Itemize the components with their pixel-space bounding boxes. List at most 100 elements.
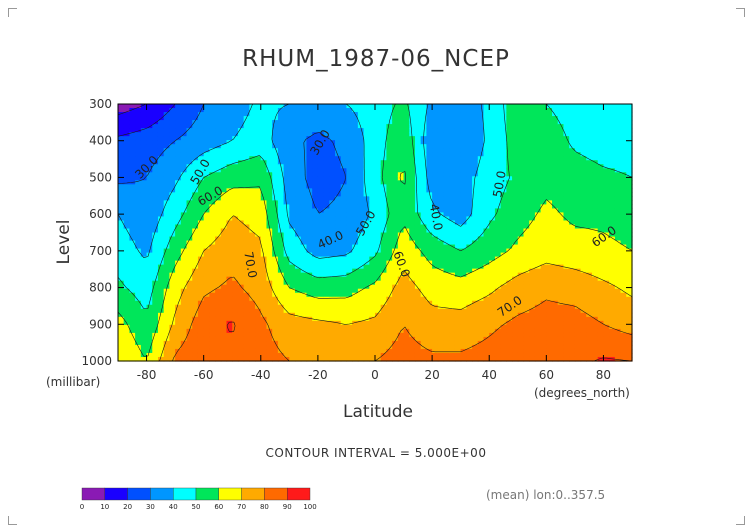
heatmap-cell bbox=[552, 220, 558, 225]
heatmap-cell bbox=[169, 160, 175, 165]
heatmap-cell bbox=[289, 273, 295, 278]
heatmap-cell bbox=[461, 164, 467, 169]
heatmap-cell bbox=[295, 216, 301, 221]
heatmap-cell bbox=[232, 233, 238, 238]
heatmap-cell bbox=[209, 301, 215, 306]
heatmap-cell bbox=[215, 261, 221, 266]
heatmap-cell bbox=[546, 152, 552, 157]
heatmap-cell bbox=[261, 325, 267, 330]
heatmap-cell bbox=[381, 132, 387, 137]
heatmap-cell bbox=[546, 120, 552, 125]
heatmap-cell bbox=[164, 216, 170, 221]
heatmap-cell bbox=[215, 337, 221, 342]
heatmap-cell bbox=[169, 317, 175, 322]
heatmap-cell bbox=[301, 188, 307, 193]
heatmap-cell bbox=[438, 148, 444, 153]
heatmap-cell bbox=[375, 321, 381, 326]
heatmap-cell bbox=[444, 333, 450, 338]
heatmap-cell bbox=[346, 241, 352, 246]
heatmap-cell bbox=[295, 196, 301, 201]
heatmap-cell bbox=[523, 196, 529, 201]
heatmap-cell bbox=[147, 112, 153, 117]
heatmap-cell bbox=[306, 321, 312, 326]
heatmap-cell bbox=[147, 200, 153, 205]
heatmap-cell bbox=[495, 245, 501, 250]
heatmap-cell bbox=[432, 301, 438, 306]
heatmap-cell bbox=[358, 257, 364, 262]
heatmap-cell bbox=[512, 289, 518, 294]
heatmap-cell bbox=[324, 345, 330, 350]
heatmap-cell bbox=[352, 309, 358, 314]
heatmap-cell bbox=[535, 224, 541, 229]
heatmap-cell bbox=[381, 233, 387, 238]
heatmap-cell bbox=[244, 212, 250, 217]
heatmap-cell bbox=[289, 245, 295, 250]
heatmap-cell bbox=[449, 261, 455, 266]
heatmap-cell bbox=[392, 172, 398, 177]
heatmap-cell bbox=[529, 200, 535, 205]
heatmap-cell bbox=[335, 120, 341, 125]
heatmap-cell bbox=[278, 349, 284, 354]
heatmap-cell bbox=[255, 325, 261, 330]
heatmap-cell bbox=[204, 313, 210, 318]
heatmap-cell bbox=[409, 172, 415, 177]
heatmap-cell bbox=[175, 120, 181, 125]
heatmap-cell bbox=[301, 128, 307, 133]
heatmap-cell bbox=[449, 164, 455, 169]
heatmap-cell bbox=[541, 309, 547, 314]
heatmap-cell bbox=[295, 144, 301, 149]
heatmap-cell bbox=[404, 144, 410, 149]
heatmap-cell bbox=[352, 333, 358, 338]
heatmap-cell bbox=[501, 200, 507, 205]
heatmap-cell bbox=[455, 329, 461, 334]
heatmap-cell bbox=[209, 233, 215, 238]
heatmap-cell bbox=[158, 196, 164, 201]
heatmap-cell bbox=[512, 353, 518, 358]
heatmap-cell bbox=[147, 281, 153, 286]
heatmap-cell bbox=[129, 281, 135, 286]
heatmap-cell bbox=[352, 325, 358, 330]
heatmap-cell bbox=[312, 269, 318, 274]
heatmap-cell bbox=[495, 156, 501, 161]
heatmap-cell bbox=[529, 216, 535, 221]
heatmap-cell bbox=[255, 305, 261, 310]
heatmap-cell bbox=[141, 237, 147, 242]
heatmap-cell bbox=[455, 241, 461, 246]
heatmap-cell bbox=[449, 269, 455, 274]
heatmap-cell bbox=[455, 148, 461, 153]
heatmap-cell bbox=[449, 337, 455, 342]
heatmap-cell bbox=[198, 329, 204, 334]
heatmap-cell bbox=[169, 112, 175, 117]
heatmap-cell bbox=[335, 277, 341, 282]
heatmap-cell bbox=[215, 164, 221, 169]
heatmap-cell bbox=[369, 293, 375, 298]
heatmap-cell bbox=[369, 257, 375, 262]
heatmap-cell bbox=[187, 317, 193, 322]
heatmap-cell bbox=[392, 124, 398, 129]
heatmap-cell bbox=[221, 128, 227, 133]
heatmap-cell bbox=[506, 285, 512, 290]
heatmap-cell bbox=[455, 112, 461, 117]
heatmap-cell bbox=[135, 208, 141, 213]
heatmap-cell bbox=[501, 120, 507, 125]
heatmap-cell bbox=[284, 136, 290, 141]
heatmap-cell bbox=[118, 168, 124, 173]
heatmap-cell bbox=[541, 305, 547, 310]
heatmap-cell bbox=[164, 192, 170, 197]
heatmap-cell bbox=[295, 241, 301, 246]
heatmap-cell bbox=[221, 104, 227, 109]
heatmap-cell bbox=[318, 188, 324, 193]
heatmap-cell bbox=[152, 128, 158, 133]
heatmap-cell bbox=[386, 337, 392, 342]
heatmap-cell bbox=[386, 140, 392, 145]
heatmap-cell bbox=[558, 277, 564, 282]
heatmap-cell bbox=[129, 148, 135, 153]
heatmap-cell bbox=[221, 269, 227, 274]
heatmap-cell bbox=[209, 212, 215, 217]
heatmap-cell bbox=[289, 341, 295, 346]
heatmap-cell bbox=[444, 305, 450, 310]
heatmap-cell bbox=[295, 160, 301, 165]
heatmap-cell bbox=[529, 160, 535, 165]
heatmap-cell bbox=[124, 241, 130, 246]
heatmap-cell bbox=[204, 220, 210, 225]
